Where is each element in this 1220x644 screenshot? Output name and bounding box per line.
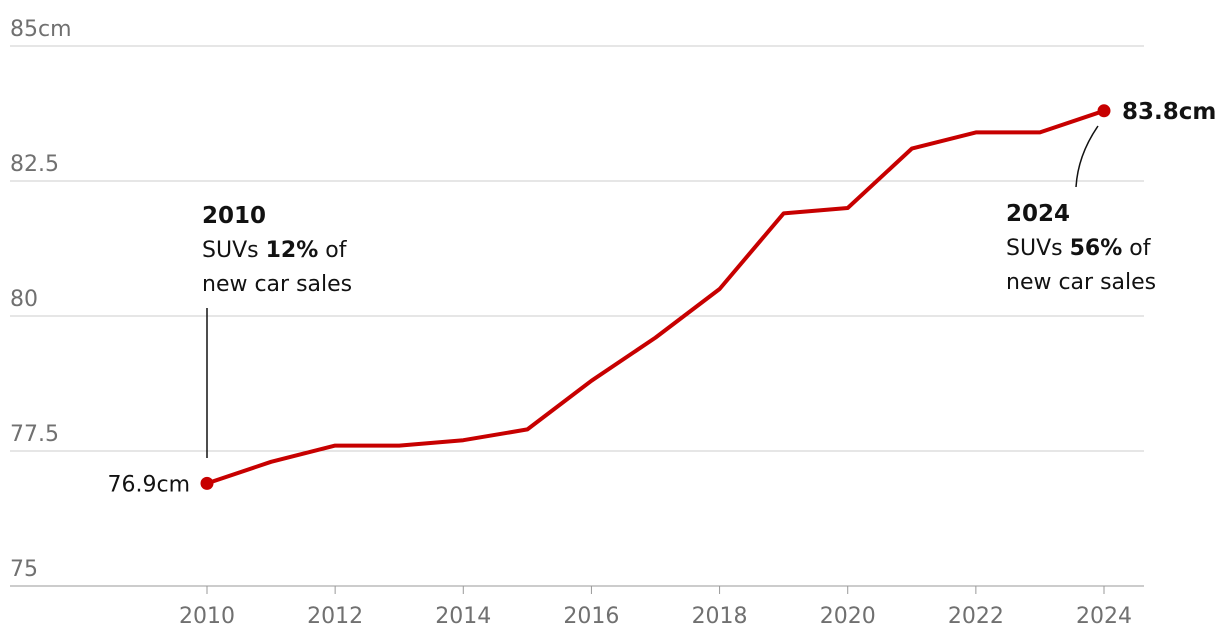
annotation-2010-title: 2010 [202, 203, 266, 229]
point-end [1097, 104, 1111, 118]
y-tick-label-77-5: 77.5 [10, 422, 59, 447]
x-tick-label-2018: 2018 [692, 604, 748, 629]
y-axis-tick-labels: 75 77.5 80 82.5 85cm [10, 17, 72, 582]
x-tick-label-2020: 2020 [820, 604, 876, 629]
x-tick-label-2016: 2016 [563, 604, 619, 629]
x-tick-label-2010: 2010 [179, 604, 235, 629]
annotation-2024-title: 2024 [1006, 201, 1070, 227]
annotations: 2010 SUVs 12% of new car sales 2024 SUVs… [202, 125, 1156, 458]
annotation-2010-line2: new car sales [202, 272, 352, 297]
point-start [200, 476, 214, 490]
gridlines [10, 45, 1144, 587]
y-tick-label-75: 75 [10, 557, 38, 582]
annotation-2024-line1: SUVs 56% of [1006, 236, 1152, 261]
annotation-2010-line1: SUVs 12% of [202, 238, 348, 263]
start-value-label: 76.9cm [107, 472, 190, 497]
y-tick-label-82-5: 82.5 [10, 152, 59, 177]
annotation-2024-leader-line [1075, 125, 1099, 188]
x-tick-label-2024: 2024 [1076, 604, 1132, 629]
endpoint-markers: 76.9cm 83.8cm [107, 99, 1216, 498]
annotation-2024-line2: new car sales [1006, 270, 1156, 295]
x-tick-label-2012: 2012 [307, 604, 363, 629]
x-tick-label-2014: 2014 [435, 604, 491, 629]
series-line-car-width [205, 108, 1106, 486]
end-value-label: 83.8cm [1122, 99, 1216, 125]
y-tick-label-80: 80 [10, 287, 38, 312]
y-tick-label-85: 85cm [10, 17, 72, 42]
x-tick-label-2022: 2022 [948, 604, 1004, 629]
series [205, 108, 1106, 486]
x-axis: 2010 2012 2014 2016 2018 2020 2022 2024 [179, 586, 1132, 629]
